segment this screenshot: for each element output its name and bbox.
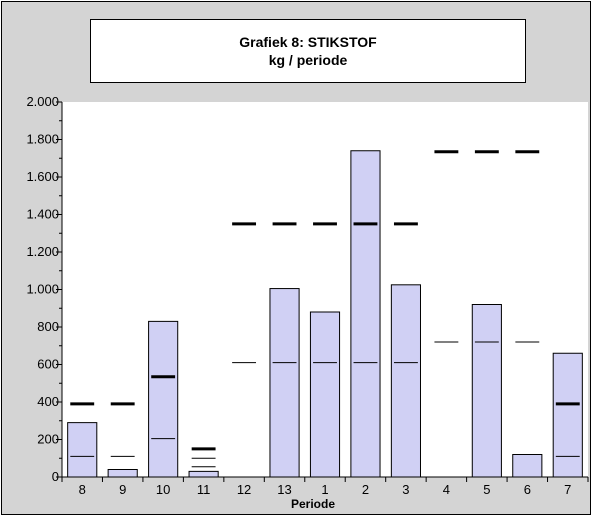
x-tick-label: 2: [362, 482, 369, 497]
bar-3: [390, 284, 421, 478]
bar-2: [350, 150, 381, 478]
x-tick-label: 1: [321, 482, 328, 497]
y-tick-label: 1.200: [26, 244, 59, 259]
x-tick-label: 5: [483, 482, 490, 497]
x-tick-label: 4: [443, 482, 450, 497]
bar-13: [269, 288, 300, 478]
y-tick-label: 1.600: [26, 169, 59, 184]
x-tick-label: 6: [524, 482, 531, 497]
x-tick-label: 12: [237, 482, 251, 497]
bar-9: [107, 469, 138, 478]
x-tick-label: 8: [79, 482, 86, 497]
x-tick-label: 9: [119, 482, 126, 497]
y-tick-label: 800: [37, 319, 59, 334]
bar-10: [148, 320, 179, 478]
y-tick-label: 200: [37, 432, 59, 447]
y-tick-label: 1.400: [26, 207, 59, 222]
x-ticks-group: 8 9 10 11 12 13 1 2 3 4 5 6 7: [61, 477, 589, 497]
x-tick-label: 7: [564, 482, 571, 497]
bar-1: [309, 311, 341, 478]
x-tick-label: 10: [156, 482, 170, 497]
x-tick-label: 13: [277, 482, 291, 497]
chart-title: Grafiek 8: STIKSTOF: [239, 34, 377, 50]
x-tick-label: 11: [197, 482, 211, 497]
y-tick-label: 1.000: [26, 282, 59, 297]
y-tick-label: 600: [37, 357, 59, 372]
bar-5: [471, 304, 502, 478]
bar-11: [188, 470, 219, 478]
bar-7: [552, 352, 583, 478]
y-tick-label: 2.000: [26, 94, 59, 109]
chart-subtitle: kg / periode: [268, 52, 348, 68]
x-tick-label: 3: [402, 482, 409, 497]
bars-group: [67, 150, 583, 478]
chart-title-box: Grafiek 8: STIKSTOF kg / periode: [90, 19, 526, 83]
bar-8: [67, 422, 98, 478]
y-tick-label: 400: [37, 394, 59, 409]
y-tick-label: 1.800: [26, 132, 59, 147]
y-tick-label: 0: [52, 469, 59, 484]
markers-group: [70, 150, 580, 468]
x-axis-title: Periode: [291, 497, 335, 511]
bar-6: [512, 454, 543, 478]
y-ticks-group: 0 200 400 600 800 1.000 1.200 1.400 1.600 1.800 2.…: [26, 94, 62, 484]
